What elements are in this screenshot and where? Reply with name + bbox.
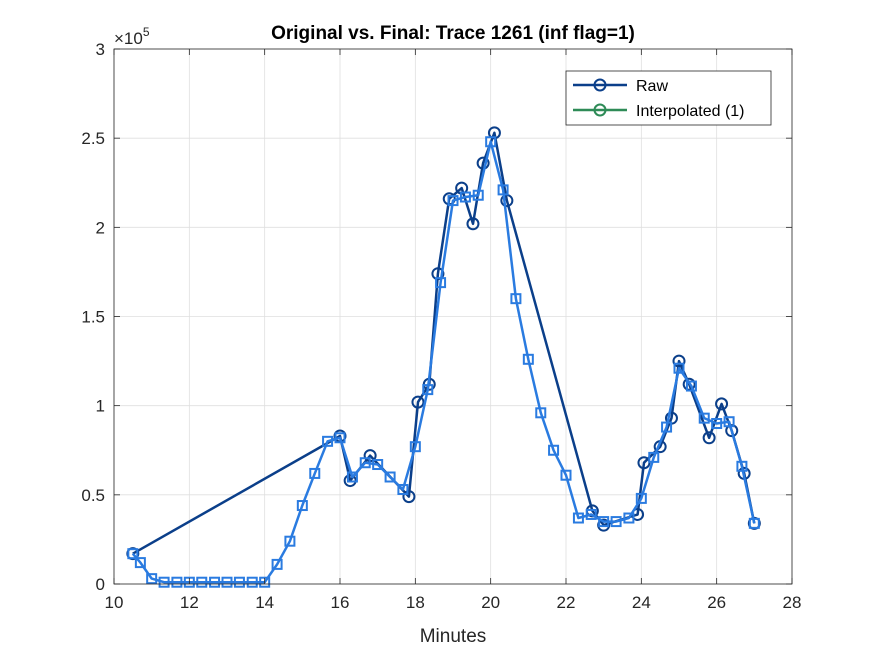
data-point-square [723,416,735,428]
data-point-square [134,557,146,569]
data-point-circle [411,395,425,409]
data-point-square [472,189,484,201]
data-point-square [359,457,371,469]
data-point-square [661,421,673,433]
data-point-square [748,517,760,529]
data-point-square [560,469,572,481]
series-line-0 [132,131,756,555]
y-exponent-power: 5 [143,25,150,39]
data-point-square [409,441,421,453]
data-point-circle [702,431,716,445]
data-point-square [623,512,635,524]
x-tick-label: 24 [632,593,651,612]
x-tick-label: 26 [707,593,726,612]
legend: Raw Interpolated (1) [565,70,772,126]
y-tick-label: 1 [96,397,105,416]
data-point-square [372,459,384,471]
data-point-square [284,535,296,547]
data-point-square [535,407,547,419]
data-point-square [221,576,233,588]
data-point-square [485,136,497,148]
data-point-square [598,516,610,528]
data-point-square [497,184,509,196]
data-point-square [736,460,748,472]
data-point-square [196,576,208,588]
data-point-square [548,444,560,456]
data-point-square [259,576,271,588]
x-tick-label: 12 [180,593,199,612]
legend-raw-label: Raw [636,78,668,95]
data-point-square [146,573,158,585]
data-point-circle [431,267,445,281]
data-point-square [209,576,221,588]
x-tick-label: 10 [105,593,124,612]
data-point-square [685,380,697,392]
data-point-square [447,195,459,207]
data-point-square [127,548,139,560]
data-point-square [384,471,396,483]
x-tick-label: 18 [406,593,425,612]
x-tick-label: 14 [255,593,274,612]
data-point-square [334,432,346,444]
x-axis-label: Minutes [420,626,487,647]
data-point-square [322,435,334,447]
data-point-square [698,412,710,424]
data-point-square [435,277,447,289]
data-point-square [510,293,522,305]
data-point-square [459,191,471,203]
y-tick-label: 2 [96,218,105,237]
x-tick-label: 28 [783,593,802,612]
data-point-square [233,576,245,588]
data-point-square [648,451,660,463]
y-axis-exponent: ×105 [114,25,150,48]
x-tick-label: 22 [557,593,576,612]
data-point-square [346,471,358,483]
legend-interpolated-label: Interpolated (1) [636,103,745,120]
data-point-square [422,384,434,396]
x-tick-label: 20 [481,593,500,612]
data-point-square [246,576,258,588]
y-tick-label: 0.5 [81,486,105,505]
data-point-circle [402,490,416,504]
data-point-square [572,512,584,524]
data-point-square [585,508,597,520]
data-point-square [171,576,183,588]
data-point-square [711,418,723,429]
data-point-square [522,353,534,365]
data-point-circle [725,424,739,438]
y-tick-label: 1.5 [81,308,105,327]
y-tick-label: 2.5 [81,129,105,148]
y-exponent-base: ×10 [114,29,143,48]
axis-ticks: 10 12 14 16 18 20 22 24 26 28 0 0.5 1 1.5 2 2.5 3 [81,40,801,612]
y-tick-label: 3 [96,40,105,59]
data-point-square [673,362,685,374]
data-point-square [309,467,321,479]
legend-interpolated-marker [593,103,607,117]
data-point-square [610,516,622,528]
x-tick-label: 16 [331,593,350,612]
data-point-circle [715,397,729,411]
data-point-square [183,576,195,588]
data-point-square [296,500,308,512]
series-layer [126,126,761,588]
data-point-square [158,576,170,588]
data-point-circle [672,354,686,368]
legend-raw-marker [593,78,607,92]
y-tick-label: 0 [96,575,105,594]
data-point-circle [466,217,480,231]
data-point-square [271,558,283,570]
chart-title: Original vs. Final: Trace 1261 (inf flag… [271,23,635,44]
data-point-square [635,492,647,504]
data-point-square [397,483,409,495]
